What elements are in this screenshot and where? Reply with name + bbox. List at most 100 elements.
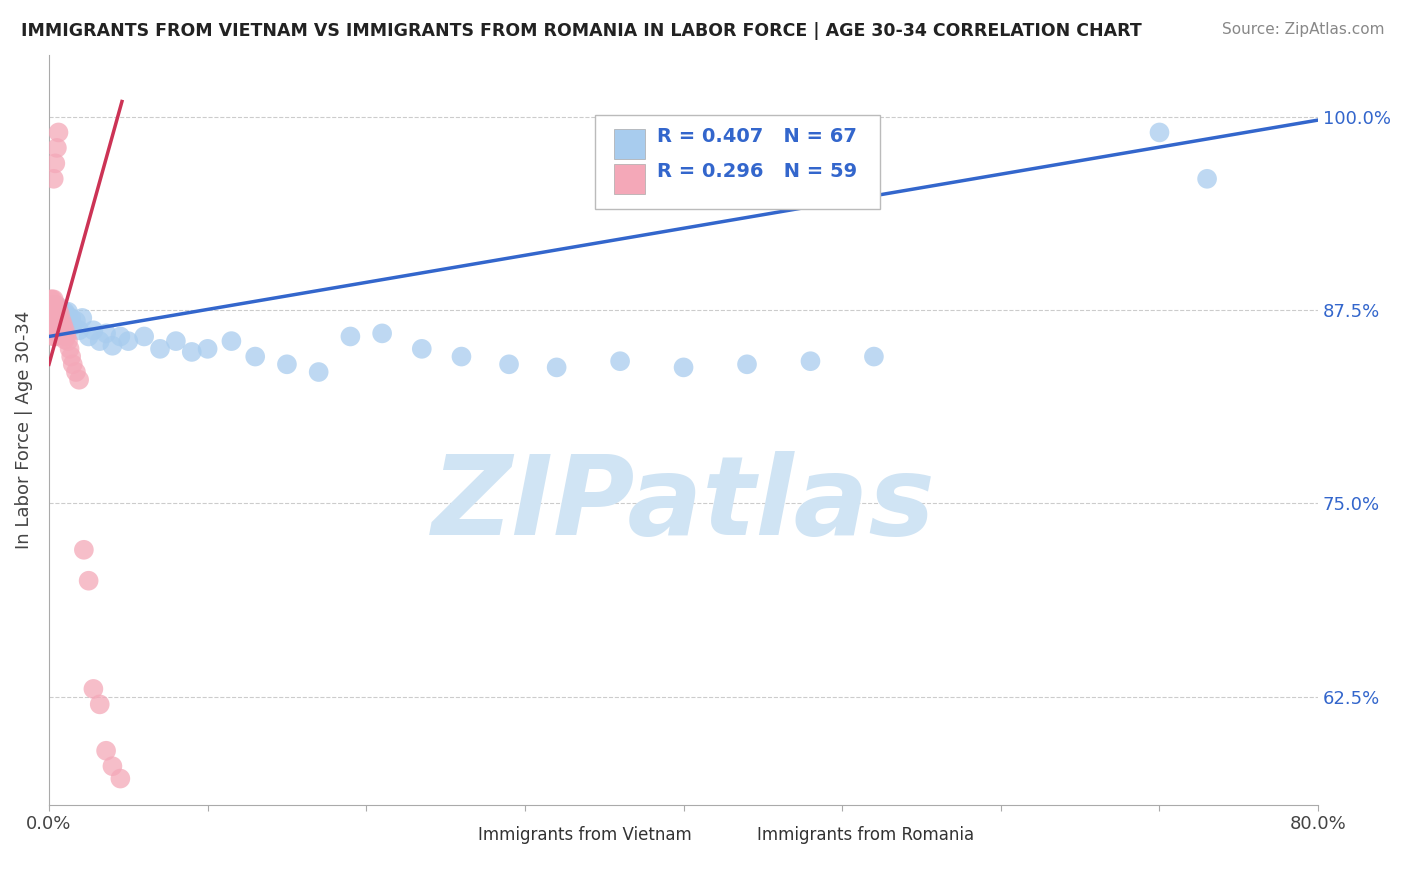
Point — [245, 350, 267, 364]
Point — [42, 299, 65, 313]
Point — [94, 326, 117, 341]
Point — [49, 317, 72, 331]
Text: R = 0.296   N = 59: R = 0.296 N = 59 — [657, 161, 858, 181]
Point — [52, 308, 75, 322]
Point — [72, 310, 94, 325]
Point — [44, 310, 66, 325]
Point — [44, 304, 66, 318]
Point — [42, 310, 65, 325]
Point — [110, 329, 132, 343]
Bar — [614, 128, 645, 159]
Point — [450, 350, 472, 364]
Point — [110, 772, 132, 786]
Point — [51, 323, 73, 337]
Point — [49, 308, 72, 322]
FancyBboxPatch shape — [595, 115, 880, 209]
Point — [39, 310, 62, 325]
Point — [45, 308, 67, 322]
Point — [44, 156, 66, 170]
Point — [55, 329, 77, 343]
Point — [371, 326, 394, 341]
Point — [45, 299, 67, 313]
Point — [45, 323, 67, 337]
Point — [89, 334, 111, 348]
Point — [44, 323, 66, 337]
Point — [58, 342, 80, 356]
Point — [42, 299, 65, 313]
Point — [45, 317, 67, 331]
Point — [41, 308, 63, 322]
Point — [863, 350, 886, 364]
Point — [39, 304, 62, 318]
Point — [60, 310, 83, 325]
Point — [44, 304, 66, 318]
Point — [339, 329, 361, 343]
Point — [308, 365, 330, 379]
Point — [51, 314, 73, 328]
Point — [52, 327, 75, 342]
Point — [134, 329, 156, 343]
Point — [41, 314, 63, 328]
Point — [117, 334, 139, 348]
Point — [49, 303, 72, 318]
Point — [49, 308, 72, 322]
Point — [48, 303, 70, 318]
Point — [62, 318, 84, 333]
Point — [411, 342, 433, 356]
Point — [48, 310, 70, 325]
Point — [42, 171, 65, 186]
Point — [42, 310, 65, 325]
Point — [49, 312, 72, 326]
Point — [52, 318, 75, 333]
Point — [62, 357, 84, 371]
Point — [60, 350, 83, 364]
Point — [101, 339, 124, 353]
Point — [149, 342, 172, 356]
Point — [82, 323, 104, 337]
Point — [55, 308, 77, 322]
Point — [735, 357, 758, 371]
Point — [276, 357, 298, 371]
Point — [53, 333, 76, 347]
Point — [67, 373, 90, 387]
Text: Immigrants from Vietnam: Immigrants from Vietnam — [478, 826, 692, 844]
Point — [77, 574, 100, 588]
Point — [39, 299, 62, 313]
Point — [42, 317, 65, 331]
Text: Immigrants from Romania: Immigrants from Romania — [758, 826, 974, 844]
Point — [546, 360, 568, 375]
Point — [42, 304, 65, 318]
Point — [65, 314, 87, 328]
Point — [41, 293, 63, 307]
Point — [51, 310, 73, 325]
Point — [41, 303, 63, 318]
Point — [39, 310, 62, 325]
Point — [94, 744, 117, 758]
Point — [42, 304, 65, 318]
Point — [65, 365, 87, 379]
Point — [53, 310, 76, 325]
Point — [73, 542, 96, 557]
Point — [56, 334, 79, 348]
Point — [82, 681, 104, 696]
Bar — [721, 823, 749, 847]
Point — [56, 304, 79, 318]
Point — [44, 329, 66, 343]
Point — [498, 357, 520, 371]
Text: R = 0.407   N = 67: R = 0.407 N = 67 — [657, 127, 856, 145]
Point — [49, 326, 72, 341]
Point — [41, 320, 63, 334]
Point — [44, 317, 66, 331]
Point — [180, 345, 202, 359]
Text: IMMIGRANTS FROM VIETNAM VS IMMIGRANTS FROM ROMANIA IN LABOR FORCE | AGE 30-34 CO: IMMIGRANTS FROM VIETNAM VS IMMIGRANTS FR… — [21, 22, 1142, 40]
Text: Source: ZipAtlas.com: Source: ZipAtlas.com — [1222, 22, 1385, 37]
Point — [45, 308, 67, 322]
Point — [44, 308, 66, 322]
Point — [58, 314, 80, 328]
Point — [42, 329, 65, 343]
Point — [44, 312, 66, 326]
Point — [1197, 171, 1219, 186]
Point — [45, 317, 67, 331]
Point — [48, 306, 70, 320]
Point — [45, 303, 67, 318]
